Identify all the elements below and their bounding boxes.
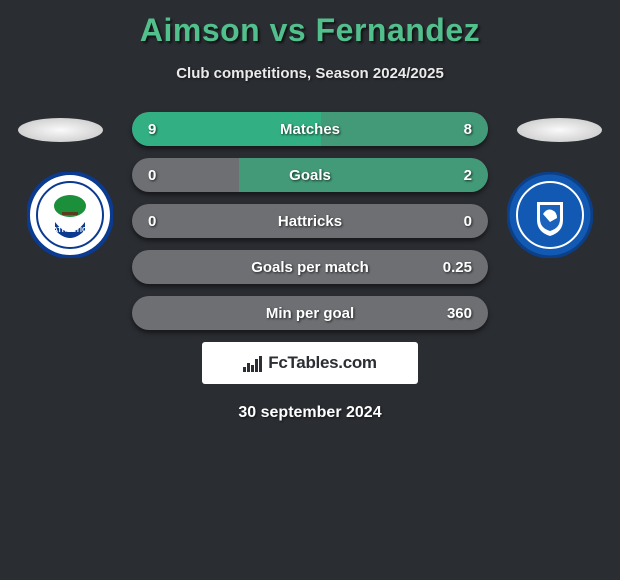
stat-value-right: 360 <box>442 305 472 322</box>
svg-text:ATHLETIC: ATHLETIC <box>53 227 87 234</box>
branding-badge: FcTables.com <box>202 342 418 384</box>
stat-row: 0Goals2 <box>132 158 488 192</box>
stat-row: Goals per match0.25 <box>132 250 488 284</box>
branding-text: FcTables.com <box>268 353 377 373</box>
stat-row: Min per goal360 <box>132 296 488 330</box>
stat-value-right: 0.25 <box>442 259 472 276</box>
chart-icon <box>243 354 262 372</box>
club-crest-right <box>507 172 593 258</box>
club-crest-left: ATHLETIC <box>27 172 113 258</box>
stat-label: Goals per match <box>132 259 488 276</box>
stats-list: 9Matches80Goals20Hattricks0Goals per mat… <box>132 112 488 330</box>
stat-value-right: 0 <box>442 213 472 230</box>
comparison-panel: ATHLETIC 9Matches80Goals20Hattricks0Goal… <box>0 112 620 422</box>
crest-left-icon: ATHLETIC <box>27 172 113 258</box>
stat-row: 0Hattricks0 <box>132 204 488 238</box>
stat-label: Hattricks <box>132 213 488 230</box>
stat-label: Matches <box>132 121 488 138</box>
subtitle: Club competitions, Season 2024/2025 <box>0 65 620 82</box>
player-avatar-right <box>517 118 602 142</box>
stat-label: Min per goal <box>132 305 488 322</box>
page-title: Aimson vs Fernandez <box>0 0 620 49</box>
stat-label: Goals <box>132 167 488 184</box>
stat-value-right: 8 <box>442 121 472 138</box>
player-avatar-left <box>18 118 103 142</box>
stat-value-right: 2 <box>442 167 472 184</box>
date-label: 30 september 2024 <box>0 404 620 422</box>
stat-row: 9Matches8 <box>132 112 488 146</box>
crest-right-icon <box>507 172 593 258</box>
